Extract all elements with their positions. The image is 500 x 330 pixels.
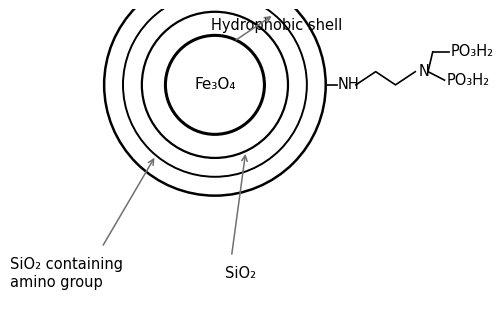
Text: SiO₂ containing
amino group: SiO₂ containing amino group <box>10 257 123 290</box>
Text: SiO₂: SiO₂ <box>226 266 256 281</box>
Text: PO₃H₂: PO₃H₂ <box>451 44 494 59</box>
Text: Hydrophobic shell: Hydrophobic shell <box>210 18 342 33</box>
Text: Fe₃O₄: Fe₃O₄ <box>194 77 235 92</box>
Text: N: N <box>419 64 430 79</box>
Text: NH: NH <box>338 77 359 92</box>
Text: PO₃H₂: PO₃H₂ <box>446 73 490 88</box>
